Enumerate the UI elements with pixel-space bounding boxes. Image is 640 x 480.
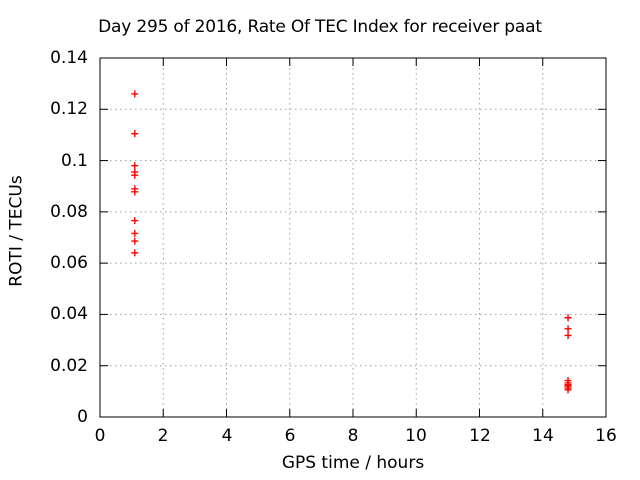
data-point-marker — [131, 217, 139, 225]
data-point-marker — [131, 188, 139, 196]
y-tick-label: 0.1 — [60, 151, 88, 171]
data-point-marker — [564, 314, 572, 322]
x-tick-label: 12 — [469, 426, 491, 446]
x-tick-label: 4 — [221, 426, 233, 446]
x-tick-label: 14 — [532, 426, 554, 446]
data-point-marker — [564, 325, 572, 333]
data-point-marker — [564, 386, 572, 394]
y-tick-label: 0.04 — [50, 304, 88, 324]
data-point-marker — [564, 331, 572, 339]
y-tick-label: 0.14 — [50, 48, 88, 68]
data-point-marker — [131, 162, 139, 170]
x-tick-label: 8 — [347, 426, 359, 446]
data-point-marker — [131, 249, 139, 257]
data-point-marker — [131, 237, 139, 245]
data-point-marker — [131, 171, 139, 179]
x-axis-label: GPS time / hours — [281, 453, 425, 473]
x-tick-label: 0 — [94, 426, 106, 446]
y-tick-label: 0.08 — [50, 202, 88, 222]
x-tick-label: 6 — [284, 426, 296, 446]
data-point-marker — [131, 90, 139, 98]
x-tick-label: 16 — [595, 426, 617, 446]
y-tick-label: 0.06 — [50, 253, 88, 273]
x-tick-label: 2 — [157, 426, 169, 446]
y-tick-label: 0 — [77, 407, 88, 427]
chart-title: Day 295 of 2016, Rate Of TEC Index for r… — [98, 17, 542, 37]
data-point-marker — [131, 130, 139, 138]
data-point-marker — [131, 229, 139, 237]
y-tick-label: 0.12 — [50, 99, 88, 119]
y-tick-label: 0.02 — [50, 356, 88, 376]
x-tick-label: 10 — [405, 426, 427, 446]
